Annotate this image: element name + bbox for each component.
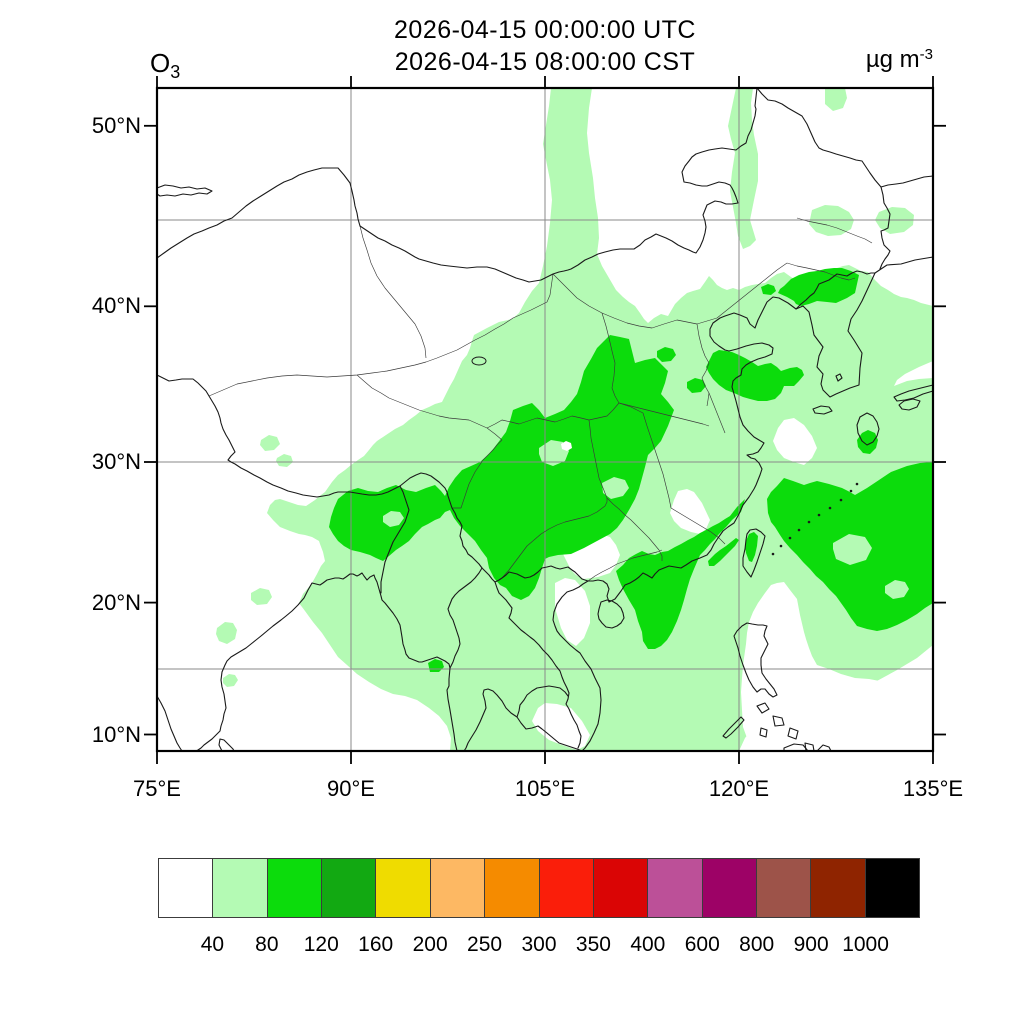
x-tick-label: 90°E — [327, 776, 375, 801]
colorbar-tick-label: 160 — [358, 933, 394, 956]
x-axis-ticks — [156, 76, 934, 764]
colorbar-cell — [647, 858, 703, 918]
colorbar-cell — [810, 858, 866, 918]
x-tick-label: 105°E — [514, 776, 576, 801]
colorbar-cell — [321, 858, 377, 918]
colorbar-tick-label: 300 — [521, 933, 557, 956]
colorbar-cell — [864, 858, 921, 918]
contour-holes-in-80-120 — [383, 440, 909, 599]
species-label: O3 — [150, 48, 181, 83]
colorbar-tick-label: 1000 — [842, 933, 889, 956]
x-tick-label: 135°E — [902, 776, 964, 801]
colorbar-tick-label: 250 — [467, 933, 503, 956]
map-frame — [155, 86, 935, 753]
colorbar-tick-label: 400 — [630, 933, 666, 956]
colorbar — [158, 858, 921, 918]
y-tick-label: 20°N — [91, 590, 141, 615]
colorbar-tick-label: 350 — [575, 933, 611, 956]
units-exponent: -3 — [919, 46, 933, 63]
colorbar-tick-label: 40 — [200, 933, 225, 956]
province-borders — [208, 217, 873, 582]
colorbar-cell — [592, 858, 649, 918]
colorbar-cell — [484, 858, 540, 918]
y-tick-label: 50°N — [91, 113, 141, 138]
colorbar-cell — [755, 858, 812, 918]
title-line-utc: 2026-04-15 00:00:00 UTC — [394, 16, 696, 44]
map-plot — [144, 76, 946, 764]
colorbar-tick-label: 600 — [684, 933, 720, 956]
axis-ticks — [144, 76, 946, 764]
contour-fill-below-40-holes — [532, 361, 933, 751]
colorbar-cell — [266, 858, 323, 918]
ryukyu-islands — [771, 482, 859, 556]
units-label: µg m-3 — [865, 46, 933, 73]
colorbar-cell — [158, 858, 214, 918]
y-tick-label: 40°N — [91, 293, 141, 318]
x-tick-label: 75°E — [133, 776, 181, 801]
species-subscript: 3 — [170, 62, 181, 83]
y-axis-ticks — [144, 124, 946, 736]
colorbar-cell — [701, 858, 757, 918]
coastlines-and-borders — [156, 87, 934, 752]
colorbar-cell — [429, 858, 486, 918]
title-line-cst: 2026-04-15 08:00:00 CST — [394, 48, 696, 76]
y-tick-label: 30°N — [91, 449, 141, 474]
colorbar-cell — [375, 858, 431, 918]
colorbar-tick-label: 900 — [793, 933, 829, 956]
colorbar-tick-label: 120 — [303, 933, 339, 956]
plot-title: 2026-04-15 00:00:00 UTC 2026-04-15 08:00… — [157, 14, 933, 78]
y-tick-label: 10°N — [91, 722, 141, 747]
colorbar-tick-label: 200 — [412, 933, 448, 956]
x-tick-label: 120°E — [708, 776, 770, 801]
colorbar-tick-label: 800 — [739, 933, 775, 956]
colorbar-tick-label: 80 — [255, 933, 279, 956]
colorbar-cell — [538, 858, 594, 918]
colorbar-cell — [212, 858, 268, 918]
